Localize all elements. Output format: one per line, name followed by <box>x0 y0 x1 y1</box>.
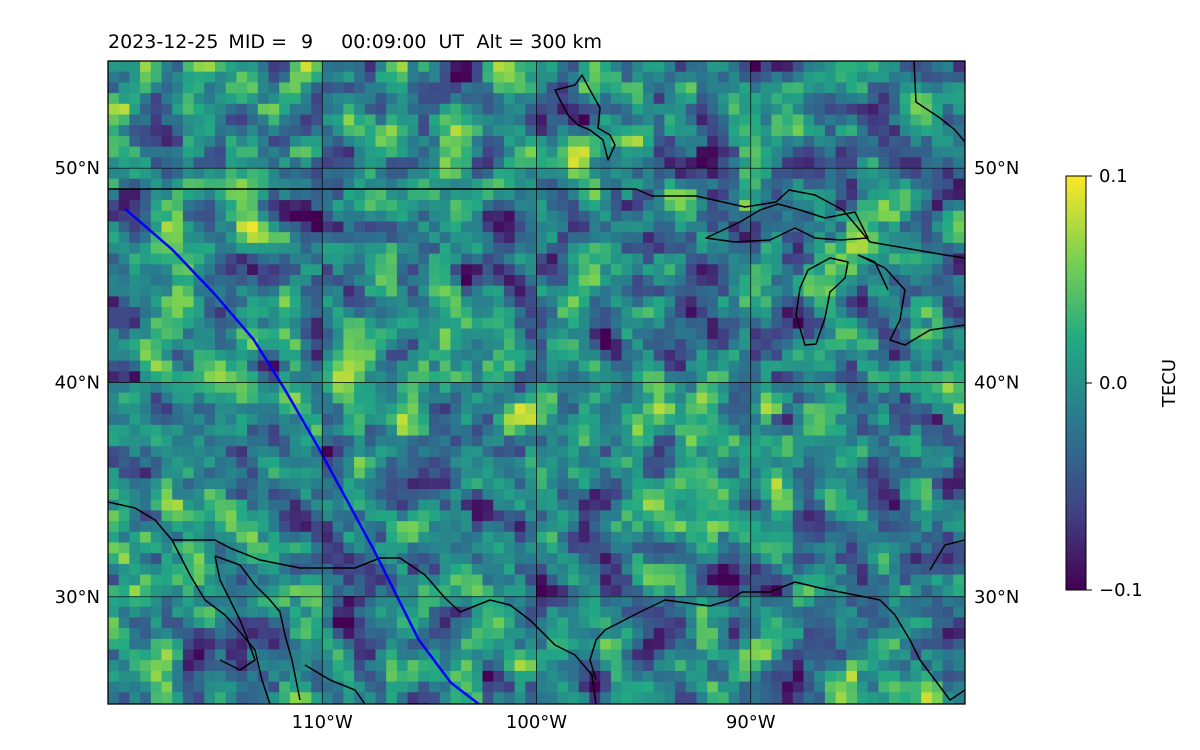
gulf-of-california <box>214 555 301 701</box>
lon-tick-label: 110°W <box>292 712 353 733</box>
colorbar-ticks: 0.1 0.0 −0.1 <box>1086 166 1143 601</box>
colorbar-tick-label: −0.1 <box>1099 580 1143 601</box>
florida-coast <box>929 539 965 571</box>
title-mid-value: 9 <box>301 31 313 53</box>
us-canada-border <box>108 188 965 259</box>
colorbar <box>1065 175 1087 591</box>
gridlines <box>108 61 965 704</box>
gulf-coast <box>589 581 965 701</box>
lake-michigan <box>795 257 849 346</box>
lon-tick-label: 90°W <box>726 712 776 733</box>
plot-frame <box>107 60 966 705</box>
tick-labels: 30°N 30°N 40°N 40°N 50°N 50°N 110°W 100°W 90°W <box>55 158 1020 733</box>
northeast-coast <box>913 61 965 143</box>
lake-huron <box>857 254 965 346</box>
lat-tick-label-right: 30°N <box>974 587 1019 608</box>
colorbar-tick-label: 0.0 <box>1099 373 1128 394</box>
title-date: 2023-12-25 <box>108 31 218 53</box>
title-altitude: Alt = 300 km <box>477 31 603 53</box>
title-mid-label: MID = <box>228 31 287 53</box>
lake-superior <box>705 203 869 243</box>
coastlines <box>108 61 965 704</box>
map-title: 2023-12-25 MID = 9 00:09:00 UT Alt = 300 km <box>108 31 602 53</box>
lat-tick-label-left: 50°N <box>55 158 100 179</box>
title-time-unit: UT <box>438 31 464 53</box>
tec-field <box>108 61 965 704</box>
colorbar-label: TECU <box>1159 359 1180 408</box>
lat-tick-label-left: 30°N <box>55 587 100 608</box>
lat-tick-label-right: 40°N <box>974 373 1019 394</box>
satellite-track <box>124 207 480 704</box>
lon-tick-label: 100°W <box>506 712 567 733</box>
lat-tick-label-left: 40°N <box>55 373 100 394</box>
mexico-pacific-coast <box>304 664 366 704</box>
us-mexico-border <box>172 539 597 704</box>
lat-tick-label-right: 50°N <box>974 158 1019 179</box>
title-time: 00:09:00 <box>341 31 426 53</box>
baja-coast <box>108 501 271 704</box>
hudson-bay-coast <box>554 74 616 161</box>
colorbar-tick-label: 0.1 <box>1099 166 1128 187</box>
